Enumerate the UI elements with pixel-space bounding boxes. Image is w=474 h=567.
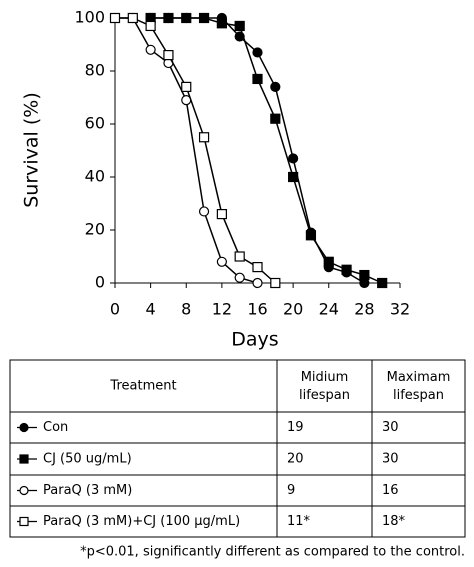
table-header-line: lifespan — [393, 388, 444, 403]
data-point — [359, 269, 370, 281]
data-point — [198, 132, 210, 143]
x-tick-label: 8 — [181, 300, 191, 319]
data-point — [288, 153, 299, 164]
data-point — [288, 171, 299, 183]
treatment-name: ParaQ (3 mM) — [43, 483, 132, 498]
legend-marker — [19, 516, 29, 527]
data-point — [145, 20, 156, 32]
y-tick-label: 40 — [85, 167, 105, 186]
y-tick-label: 20 — [85, 220, 105, 239]
x-tick-label: 20 — [283, 300, 303, 319]
x-tick-label: 0 — [110, 300, 120, 319]
data-point — [198, 12, 210, 24]
data-point — [145, 44, 156, 55]
x-tick-label: 4 — [146, 300, 156, 319]
series-line — [150, 17, 365, 284]
data-point — [252, 47, 263, 58]
table-cell: 19 — [287, 420, 304, 435]
data-point — [163, 12, 174, 24]
table-cell: 9 — [287, 483, 295, 498]
data-point — [109, 12, 121, 24]
table-header-line: Maximam — [387, 370, 451, 385]
data-point — [323, 256, 334, 267]
data-point — [163, 49, 174, 61]
table-cell: 30 — [382, 452, 399, 467]
x-axis-label: Days — [231, 329, 278, 351]
data-point — [181, 81, 192, 93]
treatment-name: ParaQ (3 mM)+CJ (100 μg/mL) — [43, 514, 240, 529]
table-header-line: Midium — [301, 370, 349, 385]
legend-marker — [19, 422, 29, 433]
legend-marker — [19, 485, 29, 496]
y-tick-label: 80 — [85, 61, 105, 80]
y-axis-label: Survival (%) — [21, 92, 43, 208]
x-tick-label: 28 — [354, 300, 374, 319]
data-point — [127, 12, 138, 24]
x-tick-label: 16 — [247, 300, 267, 319]
table-border — [9, 359, 466, 538]
data-point — [252, 73, 263, 85]
data-point — [270, 113, 281, 124]
table-cell: 11* — [287, 514, 311, 529]
series-line — [115, 17, 258, 284]
data-point — [234, 272, 245, 283]
x-tick-label: 24 — [319, 300, 339, 319]
table-cell: 30 — [382, 420, 399, 435]
data-point — [270, 81, 281, 93]
data-point — [198, 206, 210, 217]
x-tick-label: 32 — [390, 300, 410, 319]
treatment-name: CJ (50 ug/mL) — [43, 452, 132, 467]
data-point — [216, 256, 227, 267]
data-point — [216, 18, 227, 29]
legend-marker — [19, 454, 29, 464]
footnote: *p<0.01, significantly different as comp… — [80, 545, 465, 560]
table-header-line: lifespan — [299, 388, 350, 403]
table-cell: 18* — [382, 514, 406, 529]
series-line — [150, 17, 383, 284]
data-point — [181, 12, 192, 24]
table-cell: 16 — [382, 483, 399, 498]
y-tick-label: 100 — [74, 8, 105, 27]
data-point — [377, 277, 388, 289]
table-header: Midium lifespan — [299, 370, 350, 403]
table-header: Maximam lifespan — [387, 370, 451, 403]
data-point — [216, 209, 227, 220]
y-tick-label: 0 — [95, 273, 105, 292]
y-tick-label: 60 — [85, 114, 105, 133]
table-header: Treatment — [109, 379, 176, 394]
treatment-name: Con — [43, 420, 68, 435]
data-point — [305, 230, 317, 241]
data-point — [234, 20, 245, 32]
data-point — [341, 264, 352, 275]
data-point — [234, 251, 245, 262]
data-point — [252, 262, 263, 273]
table-cell: 20 — [287, 452, 304, 467]
data-point — [270, 277, 281, 289]
x-tick-label: 12 — [212, 300, 232, 319]
series-line — [115, 17, 276, 284]
data-point — [252, 277, 263, 289]
